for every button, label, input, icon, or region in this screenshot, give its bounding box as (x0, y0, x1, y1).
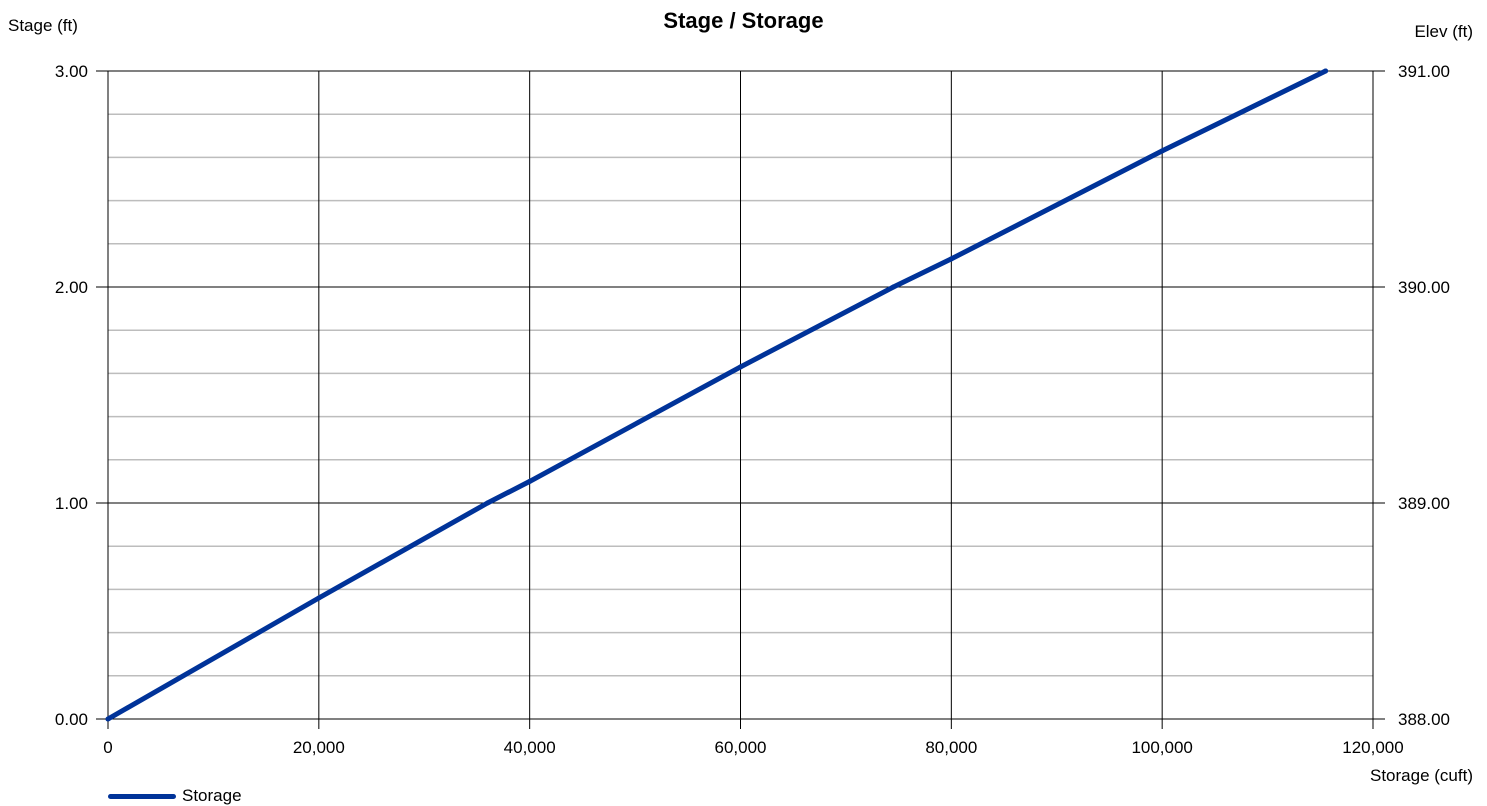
y-tick-label-right: 391.00 (1398, 62, 1450, 81)
x-tick-label: 120,000 (1342, 738, 1403, 757)
y-tick-label-left: 3.00 (55, 62, 88, 81)
data-point (316, 595, 322, 601)
x-tick-label: 80,000 (925, 738, 977, 757)
y-tick-label-left: 0.00 (55, 710, 88, 729)
y-tick-label-right: 389.00 (1398, 494, 1450, 513)
chart-title: Stage / Storage (663, 8, 824, 33)
y-tick-label-right: 390.00 (1398, 278, 1450, 297)
data-point (738, 364, 743, 370)
legend: Storage (108, 786, 242, 806)
x-tick-label: 0 (103, 738, 112, 757)
legend-label-storage: Storage (182, 786, 242, 805)
data-point (527, 478, 533, 484)
x-tick-label: 100,000 (1131, 738, 1192, 757)
data-point (485, 500, 490, 506)
x-tick-label: 40,000 (504, 738, 556, 757)
y-axis-label-left: Stage (ft) (8, 16, 78, 35)
y-tick-label-left: 1.00 (55, 494, 88, 513)
data-point (1159, 148, 1165, 154)
data-point (890, 284, 896, 290)
data-point (1323, 68, 1329, 74)
x-axis-label: Storage (cuft) (1370, 766, 1473, 785)
x-tick-label: 20,000 (293, 738, 345, 757)
legend-swatch-storage (108, 793, 176, 799)
data-point (105, 716, 111, 722)
y-tick-label-left: 2.00 (55, 278, 88, 297)
series-line-storage (105, 68, 1329, 722)
y-tick-label-right: 388.00 (1398, 710, 1450, 729)
y-axis-label-right: Elev (ft) (1414, 22, 1473, 41)
x-tick-label: 60,000 (715, 738, 767, 757)
data-point (948, 256, 954, 262)
